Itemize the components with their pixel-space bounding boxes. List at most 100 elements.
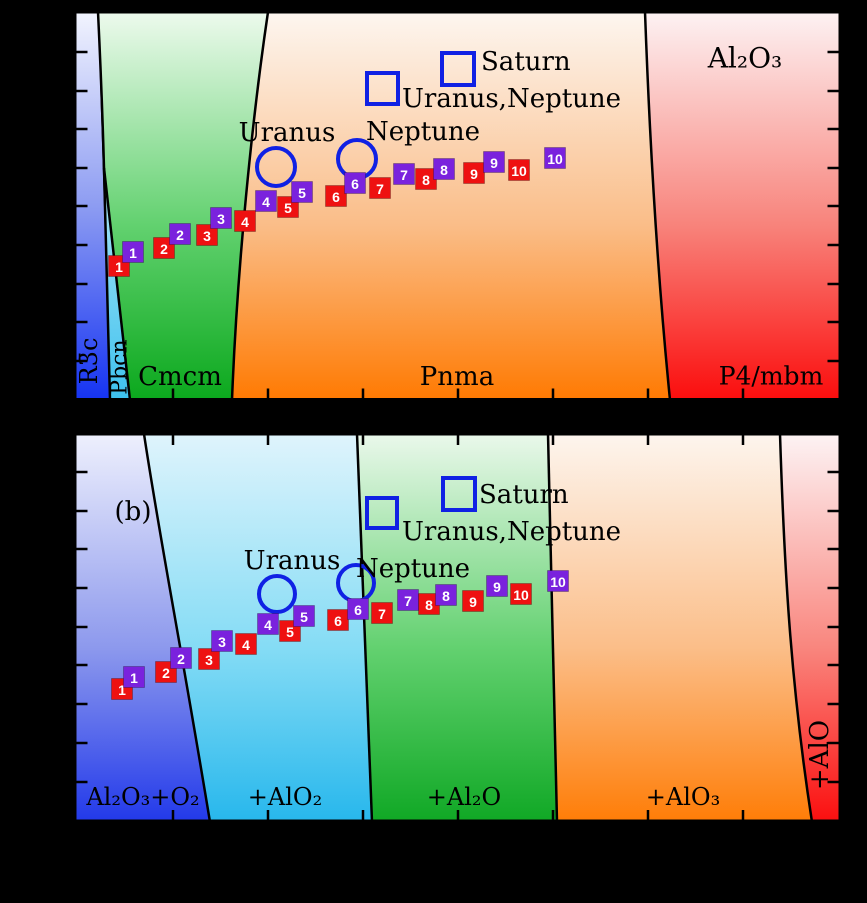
region-p4mbm	[645, 12, 840, 400]
marker-number: 8	[442, 588, 450, 604]
marker-number: 8	[422, 172, 430, 188]
marker-number: 5	[298, 185, 306, 201]
uranus-circle-b	[257, 574, 297, 614]
marker-a-purple-4	[255, 190, 277, 212]
marker-number: 2	[162, 665, 170, 681]
ticks-b	[76, 434, 839, 821]
marker-number: 2	[176, 227, 184, 243]
marker-a-red-10	[508, 159, 530, 181]
marker-b-red-7	[371, 602, 393, 624]
marker-a-red-7	[369, 177, 391, 199]
marker-b-red-3	[198, 648, 220, 670]
marker-b-purple-5	[293, 605, 315, 627]
marker-a-purple-6	[344, 172, 366, 194]
marker-number: 1	[129, 245, 137, 261]
marker-a-purple-7	[393, 163, 415, 185]
region-al2o	[357, 434, 557, 822]
marker-number: 4	[242, 637, 250, 653]
marker-number: 6	[351, 176, 359, 192]
marker-number: 4	[262, 194, 270, 210]
marker-number: 1	[118, 682, 126, 698]
phase-label-al2o3: Al₂O₃	[707, 42, 783, 75]
marker-number: 7	[378, 606, 386, 622]
boundary-cmcm-pnma	[230, 12, 270, 400]
legend-a: Saturn Uranus,Neptune	[365, 47, 621, 114]
annotation-neptune-b: Neptune	[356, 554, 470, 584]
region-label-cmcm: Cmcm	[138, 362, 222, 392]
annotation-neptune-a: Neptune	[366, 117, 480, 147]
marker-a-purple-10	[544, 147, 566, 169]
region-label-al2o3-o2: Al₂O₃+O₂	[85, 783, 199, 811]
annotation-uranus-a: Uranus	[239, 118, 336, 148]
marker-a-purple-9	[483, 151, 505, 173]
legend-symbol-uranus-neptune-b	[365, 496, 399, 530]
marker-b-purple-1	[123, 666, 145, 688]
marker-b-purple-10	[547, 570, 569, 592]
region-r3c	[75, 12, 110, 400]
region-cmcm	[98, 12, 268, 400]
legend-b: Saturn Uranus,Neptune	[365, 476, 621, 547]
marker-b-red-4	[235, 633, 257, 655]
marker-number: 9	[490, 155, 498, 171]
marker-a-red-4	[234, 210, 256, 232]
uranus-circle-a	[255, 146, 297, 188]
region-label-al2o: +Al₂O	[427, 783, 501, 811]
marker-number: 10	[513, 587, 529, 603]
marker-number: 7	[376, 181, 384, 197]
region-label-alo2: +AlO₂	[248, 783, 322, 811]
marker-b-red-10	[510, 583, 532, 605]
region-al2o3-o2	[75, 434, 210, 822]
legend-symbol-saturn-a	[440, 51, 476, 87]
marker-number: 9	[470, 166, 478, 182]
marker-b-purple-9	[486, 575, 508, 597]
region-label-alo3: +AlO₃	[646, 783, 720, 811]
marker-a-red-2	[153, 237, 175, 259]
boundary-pnma-p4mbm	[643, 12, 672, 400]
marker-number: 10	[550, 574, 566, 590]
region-label-pbcn: Pbcn	[108, 339, 133, 394]
marker-number: 7	[404, 593, 412, 609]
marker-a-red-6	[325, 185, 347, 207]
marker-number: 1	[115, 259, 123, 275]
region-label-alo: +AlO	[805, 720, 835, 790]
marker-b-red-9	[462, 590, 484, 612]
marker-number: 5	[284, 200, 292, 216]
marker-b-purple-3	[211, 630, 233, 652]
marker-number: 1	[130, 670, 138, 686]
marker-number: 6	[334, 613, 342, 629]
legend-label-saturn-b: Saturn	[479, 480, 569, 510]
marker-number: 10	[547, 151, 563, 167]
marker-number: 5	[300, 609, 308, 625]
legend-symbol-saturn-b	[441, 476, 477, 512]
marker-number: 8	[440, 162, 448, 178]
marker-b-purple-6	[347, 598, 369, 620]
boundary-al2o-alo3	[546, 434, 559, 822]
legend-label-saturn-a: Saturn	[481, 47, 571, 77]
marker-number: 7	[400, 167, 408, 183]
marker-b-purple-8	[435, 584, 457, 606]
marker-number: 3	[203, 228, 211, 244]
marker-a-purple-2	[169, 223, 191, 245]
marker-number: 8	[425, 597, 433, 613]
marker-a-red-3	[196, 224, 218, 246]
region-label-p4mbm: P4/mbm	[719, 362, 824, 391]
panel-b-tag: (b)	[115, 497, 152, 527]
boundary-alo2-al2o	[355, 434, 374, 822]
region-alo3	[548, 434, 812, 822]
marker-number: 6	[332, 189, 340, 205]
marker-number: 2	[177, 651, 185, 667]
annotation-uranus-b: Uranus	[244, 546, 341, 576]
marker-number: 3	[218, 634, 226, 650]
region-label-r3c: R3̄c	[75, 338, 103, 385]
marker-number: 3	[217, 211, 225, 227]
boundary-pbcn-cmcm	[102, 167, 132, 400]
marker-number: 5	[286, 624, 294, 640]
legend-label-uranus-neptune-a: Uranus,Neptune	[402, 84, 621, 114]
marker-number: 9	[469, 594, 477, 610]
marker-b-purple-4	[257, 613, 279, 635]
marker-b-red-6	[327, 609, 349, 631]
